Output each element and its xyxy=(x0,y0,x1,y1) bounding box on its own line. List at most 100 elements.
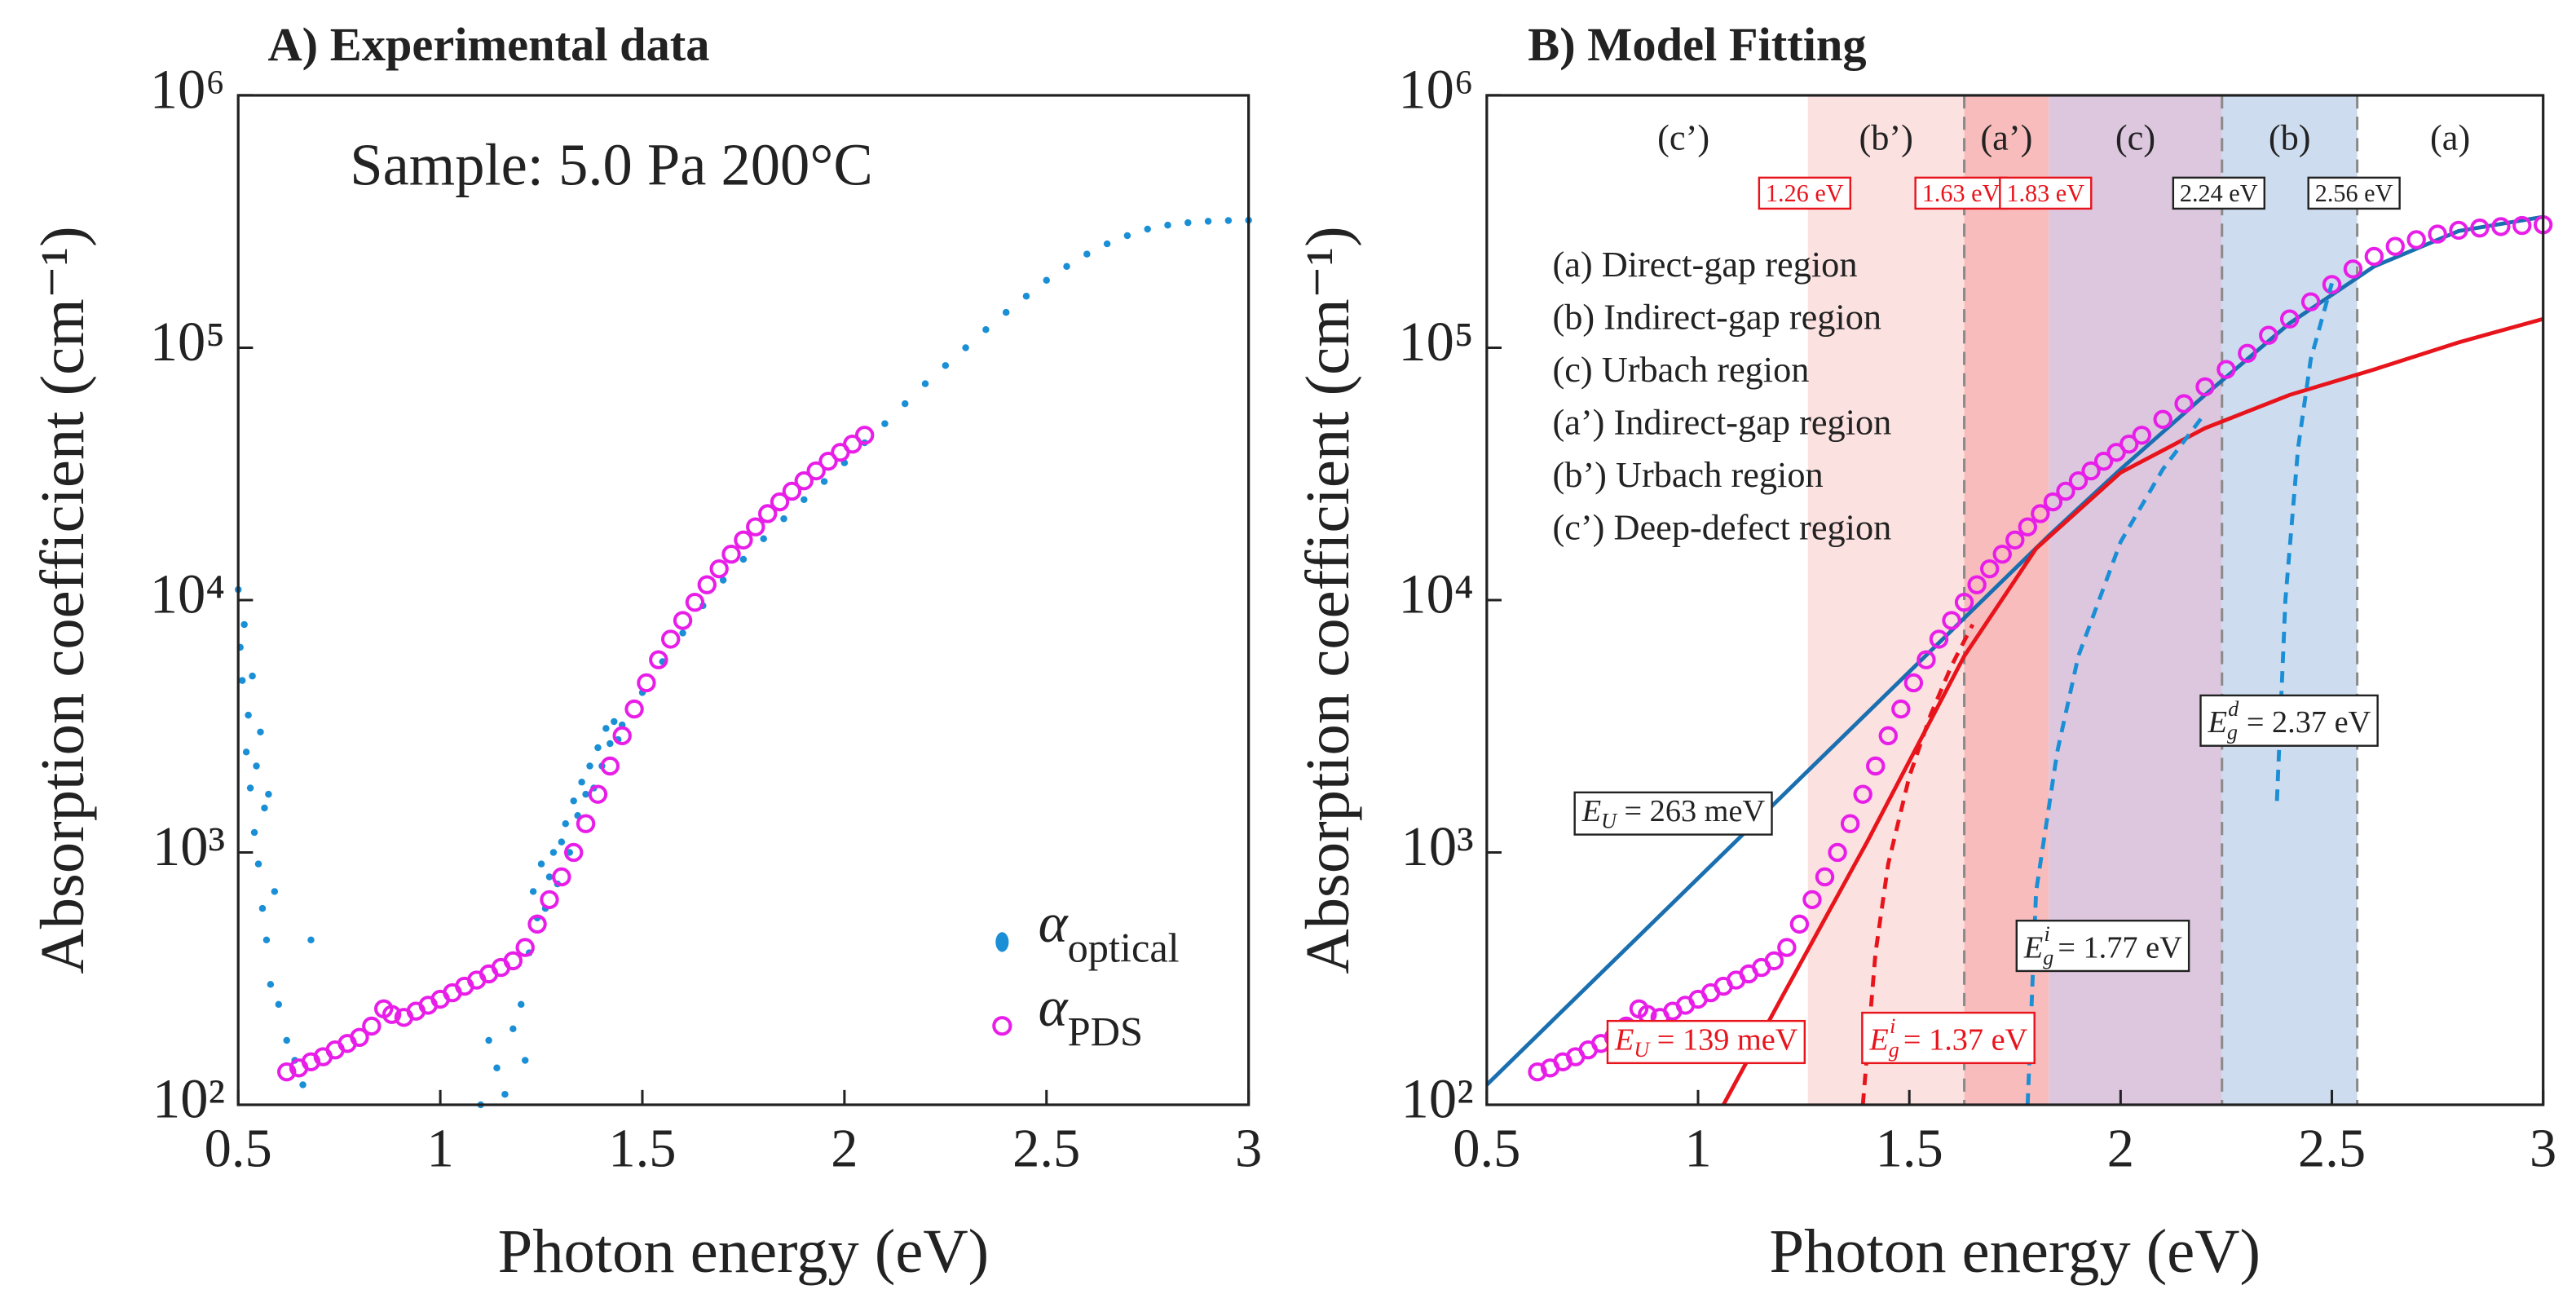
legend-symbol: α xyxy=(1039,892,1070,954)
main-text: E xyxy=(2023,930,2043,965)
data-point xyxy=(250,828,258,837)
data-point xyxy=(611,718,618,726)
data-point xyxy=(942,362,950,369)
data-point xyxy=(854,426,875,445)
region-band xyxy=(2221,95,2358,1105)
legend-marker xyxy=(995,932,1009,952)
data-point xyxy=(2343,259,2363,279)
data-point xyxy=(1224,217,1233,224)
data-point xyxy=(566,849,573,856)
rich-label: Egd = 2.37 eV xyxy=(2199,694,2379,747)
data-point xyxy=(881,420,889,427)
data-point xyxy=(283,1036,290,1044)
boundary-text: 1.26 eV xyxy=(1766,179,1844,207)
data-point xyxy=(540,890,559,910)
x-tick-label: 3 xyxy=(2530,1119,2556,1179)
boundary-text: 2.56 eV xyxy=(2315,179,2393,207)
data-point xyxy=(2491,217,2511,236)
rich-label: Egi = 1.77 eV xyxy=(2015,919,2190,973)
data-point xyxy=(685,592,705,612)
data-point xyxy=(588,784,608,804)
boundary-box xyxy=(1914,176,2008,210)
rich-label: Egi = 1.37 eV xyxy=(1861,1011,2036,1065)
data-point xyxy=(277,1062,297,1082)
data-point xyxy=(1853,784,1872,804)
x-axis-label: Photon energy (eV) xyxy=(498,1216,990,1286)
boundary-label: 1.83 eV xyxy=(1999,176,2093,210)
rest-text: = 1.77 eV xyxy=(2050,930,2182,965)
data-point xyxy=(982,325,990,333)
y-tick-label: 10² xyxy=(152,1068,225,1130)
subscript: U xyxy=(1634,1038,1651,1062)
superscript: i xyxy=(1890,1014,1895,1038)
data-point xyxy=(576,814,596,833)
data-point xyxy=(549,849,558,856)
data-point xyxy=(801,496,808,504)
y-tick-label: 10³ xyxy=(1401,815,1474,877)
rich-text: Egd = 2.37 eV xyxy=(2208,697,2371,744)
rich-label: EU = 263 meV xyxy=(1573,791,1773,836)
boundary-box xyxy=(2307,176,2401,210)
data-point xyxy=(1942,611,1961,630)
data-point xyxy=(362,1016,382,1036)
data-point xyxy=(2428,224,2447,244)
data-point xyxy=(1828,842,1847,863)
data-point xyxy=(2132,426,2151,445)
data-point xyxy=(245,711,252,719)
data-point xyxy=(254,860,262,868)
data-point xyxy=(2217,360,2236,379)
data-point xyxy=(1815,867,1835,887)
label-box xyxy=(2015,919,2190,973)
subscript: g xyxy=(1889,1038,1899,1062)
data-point xyxy=(1802,890,1822,910)
rich-text: EU = 263 meV xyxy=(1581,794,1766,833)
data-point xyxy=(238,677,246,684)
data-point xyxy=(257,728,264,736)
data-point xyxy=(240,620,248,629)
data-point xyxy=(612,726,632,746)
region-note: (a’) Indirect-gap region xyxy=(1552,401,1891,442)
legend-subscript: optical xyxy=(1068,925,1180,970)
rich-text: EU = 139 meV xyxy=(1614,1022,1798,1062)
superscript: d xyxy=(2228,697,2239,721)
rich-text: Egi = 1.77 eV xyxy=(2023,922,2182,969)
main-text: E xyxy=(1581,794,1601,828)
y-axis-label: Absorption coefficient (cm⁻¹) xyxy=(1293,226,1362,974)
data-point xyxy=(1043,276,1050,285)
data-point xyxy=(552,867,571,887)
data-point xyxy=(262,936,271,944)
data-point xyxy=(1002,308,1010,316)
boundary-box xyxy=(1999,176,2093,210)
data-point xyxy=(624,699,644,719)
chart-title: B) Model Fitting xyxy=(1528,18,1866,71)
main-text: E xyxy=(1614,1022,1634,1057)
fit-line xyxy=(1721,316,2544,1106)
data-point xyxy=(1979,559,2000,579)
data-point xyxy=(746,517,765,536)
data-point xyxy=(770,492,790,512)
y-tick-label: 10² xyxy=(1401,1068,1474,1130)
region-band xyxy=(1807,95,1965,1105)
data-point xyxy=(1204,218,1212,225)
data-point xyxy=(757,504,778,523)
y-tick-label: 10⁴ xyxy=(1398,563,1473,625)
data-point xyxy=(734,530,753,550)
data-point xyxy=(739,555,748,563)
boundary-box xyxy=(2172,176,2265,210)
data-point xyxy=(780,515,787,523)
subscript: U xyxy=(1601,810,1618,833)
data-point xyxy=(2018,517,2038,536)
data-point xyxy=(709,559,729,579)
data-point xyxy=(806,461,826,481)
legend-label: αPDS xyxy=(1039,976,1143,1054)
data-point xyxy=(637,673,656,693)
data-point xyxy=(527,914,547,934)
x-tick-label: 1.5 xyxy=(1876,1119,1943,1179)
superscript: i xyxy=(2044,922,2050,946)
data-point xyxy=(1903,673,1924,693)
boundary-box xyxy=(1758,176,1852,210)
data-point xyxy=(1992,544,2012,564)
fit-line xyxy=(2025,412,2207,1106)
data-point xyxy=(2174,394,2194,413)
data-point xyxy=(2238,343,2257,364)
